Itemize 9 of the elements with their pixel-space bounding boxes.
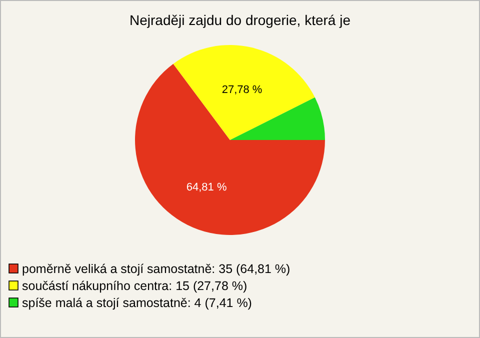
legend-label: součástí nákupního centra: 15 (27,78 %) — [22, 279, 248, 293]
pie-slice — [230, 97, 325, 140]
data-label: 27,78 % — [222, 84, 262, 96]
pie-slice — [173, 45, 315, 140]
legend-label: poměrně veliká a stojí samostatně: 35 (64,81 %) — [22, 262, 290, 276]
pie-slice — [135, 64, 325, 235]
legend-label: spíše malá a stojí samostatně: 4 (7,41 %) — [22, 296, 252, 310]
chart-title: Nejraději zajdu do drogerie, která je — [129, 12, 351, 28]
data-label: 64,81 % — [186, 182, 227, 194]
